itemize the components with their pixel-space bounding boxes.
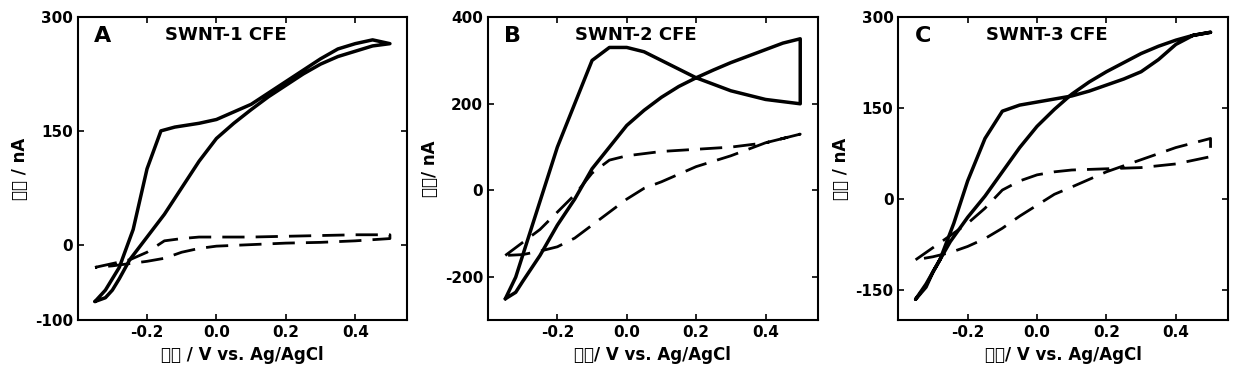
Text: C: C [914,26,932,46]
Y-axis label: 电流 / nA: 电流 / nA [11,138,28,200]
X-axis label: 电势/ V vs. Ag/AgCl: 电势/ V vs. Ag/AgCl [985,346,1141,364]
Text: SWNT-3 CFE: SWNT-3 CFE [986,26,1108,44]
Text: SWNT-2 CFE: SWNT-2 CFE [575,26,698,44]
Y-axis label: 电流/ nA: 电流/ nA [421,141,439,197]
Text: A: A [94,26,112,46]
X-axis label: 电势/ V vs. Ag/AgCl: 电势/ V vs. Ag/AgCl [575,346,731,364]
Text: B: B [504,26,522,46]
X-axis label: 电势 / V vs. Ag/AgCl: 电势 / V vs. Ag/AgCl [161,346,323,364]
Text: SWNT-1 CFE: SWNT-1 CFE [165,26,286,44]
Y-axis label: 电流 / nA: 电流 / nA [831,138,850,200]
